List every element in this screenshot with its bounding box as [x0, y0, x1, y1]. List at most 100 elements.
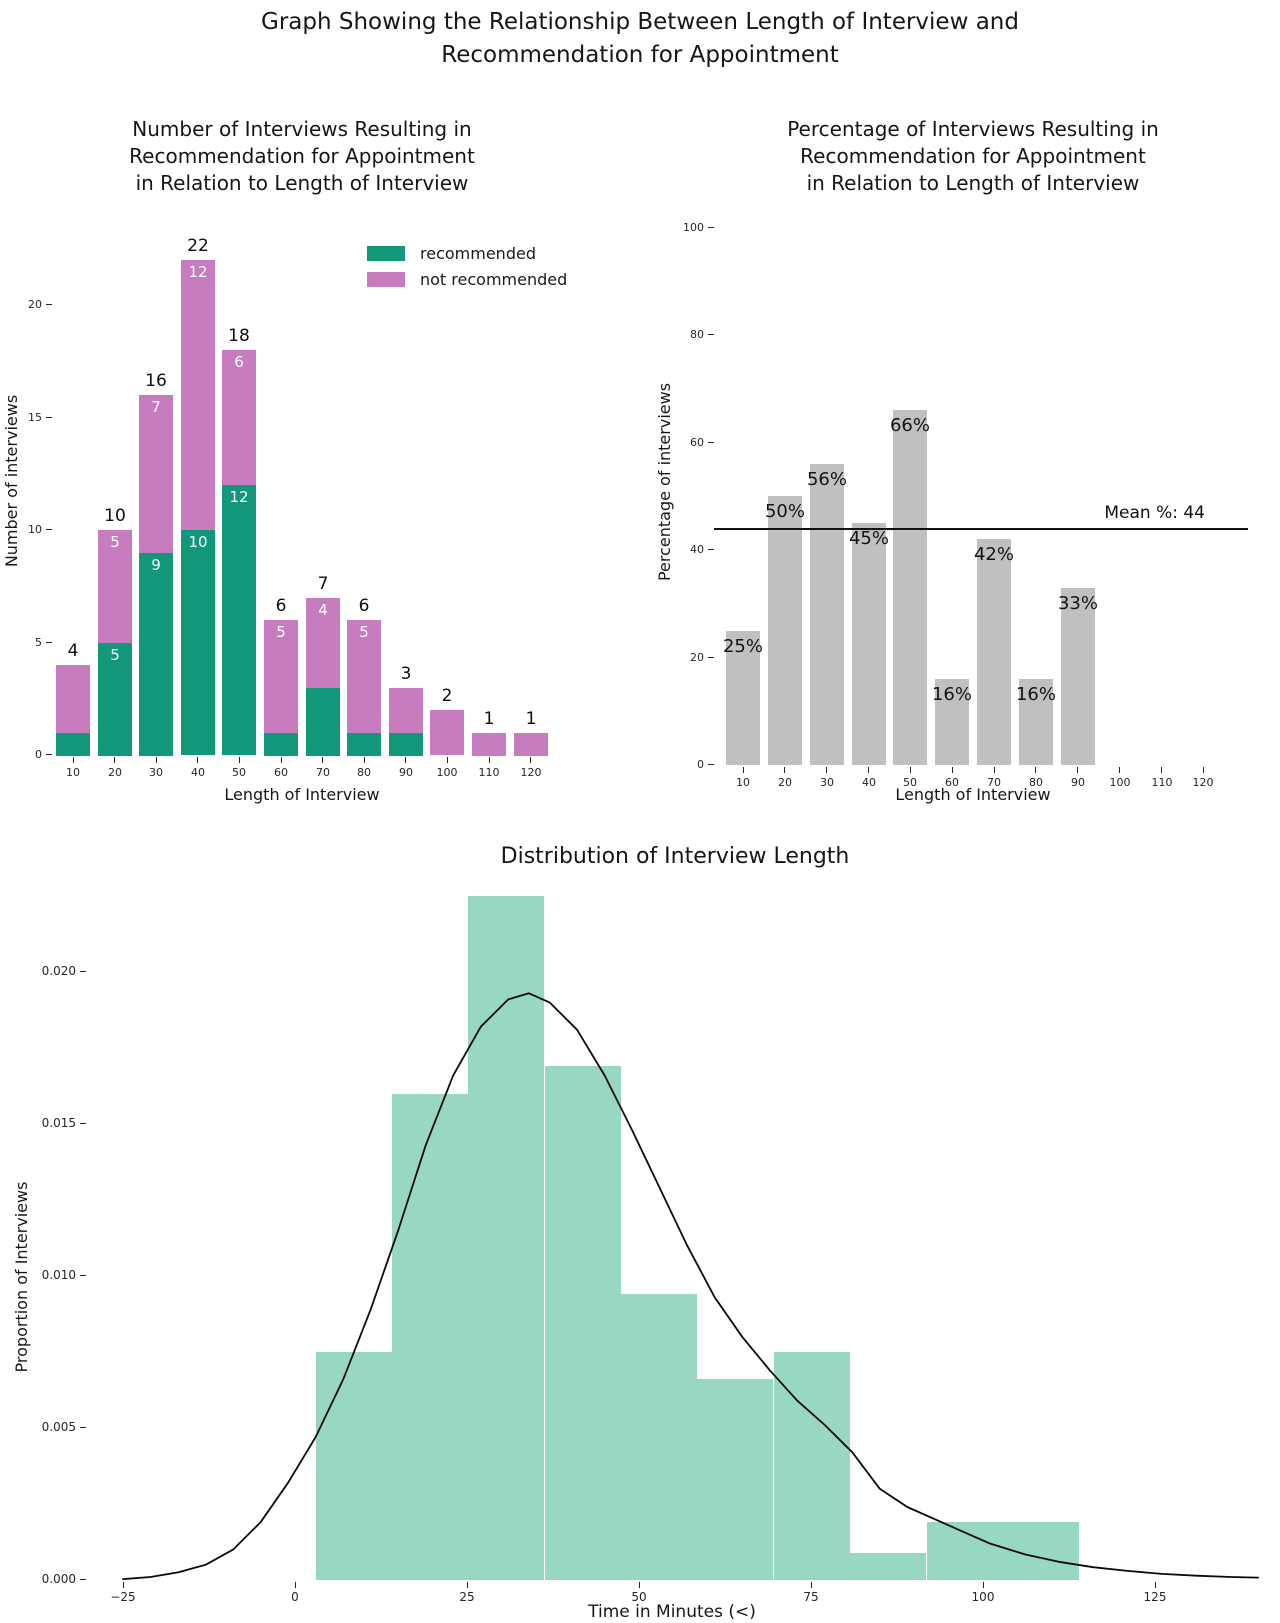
histogram-bar	[316, 1352, 393, 1580]
x-tick-mark	[1077, 767, 1079, 773]
y-tick-label: 0	[697, 758, 704, 771]
bar-recommended	[139, 553, 173, 756]
x-tick-label: 100	[436, 766, 458, 779]
y-tick-mark	[80, 1579, 86, 1581]
y-tick-mark	[708, 334, 714, 336]
legend-swatch-not-recommended	[367, 272, 405, 287]
y-tick-label: 60	[690, 436, 704, 449]
x-tick-mark	[295, 1582, 297, 1588]
segment-label-recommended: 12	[229, 488, 249, 506]
y-tick-label: 10	[28, 523, 42, 536]
x-tick-label: 0	[291, 1590, 299, 1604]
bar-percentage	[935, 679, 969, 765]
legend: recommended not recommended	[367, 244, 577, 290]
x-tick-label: 90	[399, 766, 413, 779]
chart1-xlabel: Length of Interview	[224, 785, 380, 804]
x-tick-mark	[197, 757, 199, 763]
y-tick-label: 0.005	[41, 1420, 76, 1434]
chart3-xlabel: Time in Minutes (<)	[588, 1602, 756, 1622]
bar-not-recommended	[514, 733, 548, 756]
segment-label-recommended: 10	[188, 533, 208, 551]
x-tick-mark	[743, 767, 745, 773]
mean-line	[714, 528, 1248, 530]
bar-percentage-label: 16%	[931, 684, 972, 705]
bar-total-label: 6	[358, 596, 370, 616]
x-tick-mark	[281, 757, 283, 763]
x-tick-label: 125	[1143, 1590, 1167, 1604]
bar-percentage-label: 25%	[722, 636, 763, 657]
x-tick-mark	[639, 1582, 641, 1588]
x-tick-mark	[1161, 767, 1163, 773]
chart2-title: Percentage of Interviews Resulting in Re…	[787, 117, 1159, 195]
bar-not-recommended	[430, 710, 464, 755]
x-tick-label: 25	[459, 1590, 475, 1604]
x-tick-label: 70	[987, 776, 1001, 789]
x-tick-label: 30	[149, 766, 163, 779]
x-tick-mark	[784, 767, 786, 773]
y-tick-mark	[80, 1123, 86, 1125]
histogram-bar	[1003, 1522, 1080, 1580]
bar-total-label: 2	[441, 686, 453, 706]
chart1-title: Number of Interviews Resulting in Recomm…	[129, 117, 475, 195]
x-tick-mark	[952, 767, 954, 773]
x-tick-mark	[405, 757, 407, 763]
histogram-bar	[392, 1094, 469, 1581]
bar-recommended	[98, 643, 132, 756]
x-tick-label: 110	[478, 766, 500, 779]
bar-total-label: 4	[67, 641, 79, 661]
bar-percentage	[1019, 679, 1053, 765]
x-tick-label: 50	[631, 1590, 647, 1604]
x-tick-mark	[910, 767, 912, 773]
x-tick-label: 110	[1151, 776, 1173, 789]
y-tick-mark	[46, 529, 52, 531]
x-tick-label: 100	[971, 1590, 995, 1604]
x-tick-mark	[489, 757, 491, 763]
x-tick-label: 80	[1029, 776, 1043, 789]
bar-percentage-label: 50%	[764, 501, 805, 522]
segment-label-not-recommended: 7	[151, 398, 161, 416]
histogram-bar	[774, 1352, 851, 1580]
bar-total-label: 22	[187, 236, 209, 256]
bar-not-recommended	[389, 688, 423, 733]
figure-title: Graph Showing the Relationship Between L…	[261, 9, 1019, 68]
bar-percentage	[977, 539, 1011, 765]
y-tick-label: 0.010	[41, 1268, 76, 1282]
x-tick-label: −25	[110, 1590, 136, 1604]
bar-total-label: 6	[275, 596, 287, 616]
bar-percentage-label: 56%	[806, 469, 847, 490]
histogram-bar	[545, 1066, 622, 1580]
bar-not-recommended	[56, 665, 90, 733]
x-tick-label: 100	[1109, 776, 1131, 789]
x-tick-mark	[114, 757, 116, 763]
x-tick-label: 10	[736, 776, 750, 789]
y-tick-label: 20	[28, 298, 42, 311]
legend-label-not-recommended: not recommended	[420, 270, 568, 289]
y-tick-label: 0	[35, 748, 42, 761]
bar-percentage-label: 42%	[973, 544, 1014, 565]
x-tick-mark	[1203, 767, 1205, 773]
bar-not-recommended	[139, 395, 173, 553]
x-tick-label: 40	[191, 766, 205, 779]
bar-not-recommended	[347, 620, 381, 733]
y-tick-mark	[80, 1275, 86, 1277]
x-tick-label: 60	[945, 776, 959, 789]
bar-percentage	[768, 496, 802, 765]
bar-percentage-label: 16%	[1015, 684, 1056, 705]
bar-recommended	[56, 733, 90, 756]
segment-label-not-recommended: 5	[110, 533, 120, 551]
histogram-bar	[468, 896, 545, 1580]
y-tick-label: 100	[683, 221, 704, 234]
y-tick-mark	[708, 549, 714, 551]
bar-not-recommended	[181, 260, 215, 530]
x-tick-mark	[530, 757, 532, 763]
bar-total-label: 1	[525, 709, 537, 729]
x-tick-mark	[868, 767, 870, 773]
histogram-bar	[621, 1294, 698, 1580]
bar-percentage	[1061, 588, 1095, 765]
x-tick-label: 20	[778, 776, 792, 789]
y-tick-mark	[708, 764, 714, 766]
y-tick-mark	[708, 442, 714, 444]
bar-percentage	[852, 523, 886, 765]
bar-recommended	[181, 530, 215, 755]
